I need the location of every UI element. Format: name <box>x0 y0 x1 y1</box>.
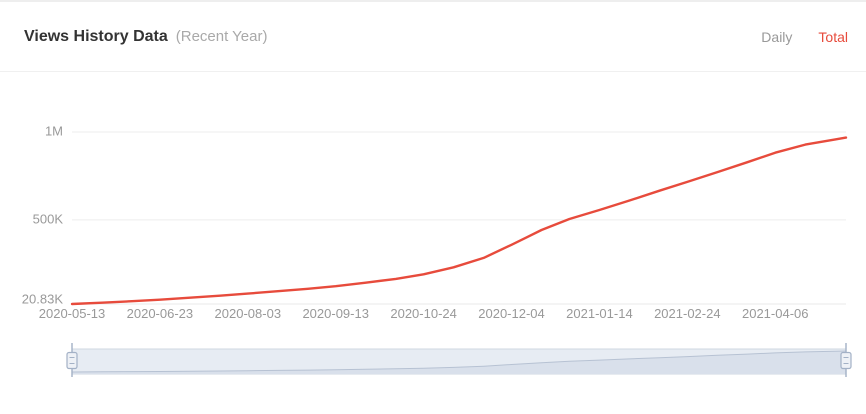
tab-total[interactable]: Total <box>818 28 848 45</box>
grip-handle-icon <box>840 351 852 370</box>
x-axis-label: 2020-09-13 <box>302 306 369 321</box>
range-tabs: Daily Total <box>761 29 848 45</box>
y-axis-label: 1M <box>45 123 63 138</box>
plot-area[interactable] <box>72 112 846 304</box>
x-axis-label: 2021-02-24 <box>654 306 721 321</box>
page-subtitle: (Recent Year) <box>175 28 268 45</box>
grip-handle-icon <box>66 351 78 370</box>
slider-right-handle[interactable] <box>840 343 852 377</box>
views-total-line <box>70 136 848 306</box>
slider-data-shadow <box>72 351 846 374</box>
slider-left-handle[interactable] <box>66 343 78 377</box>
y-axis-label: 500K <box>33 211 64 226</box>
tab-daily[interactable]: Daily <box>761 28 793 45</box>
x-axis-label: 2020-06-23 <box>127 306 194 321</box>
slider-data-shadow-line <box>71 350 847 373</box>
page-title: Views History Data <box>24 27 168 45</box>
x-axis-label: 2020-05-13 <box>39 306 106 321</box>
y-axis-label: 20.83K <box>22 291 64 306</box>
x-axis-label: 2020-10-24 <box>390 306 457 321</box>
card-header: Views History Data (Recent Year) Daily T… <box>0 2 866 72</box>
x-axis-label: 2020-12-04 <box>478 306 545 321</box>
x-axis-label: 2021-04-06 <box>742 306 809 321</box>
x-axis-label: 2020-08-03 <box>215 306 282 321</box>
x-axis-label: 2021-01-14 <box>566 306 633 321</box>
